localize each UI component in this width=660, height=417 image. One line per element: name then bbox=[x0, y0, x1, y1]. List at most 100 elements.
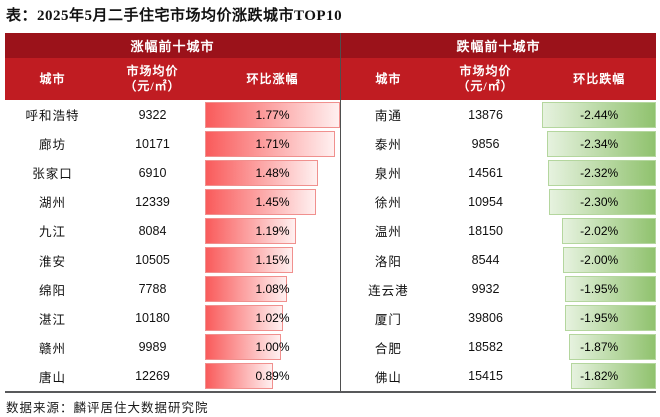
price-cell: 10180 bbox=[135, 311, 170, 326]
table-row: 厦门 39806 -1.95% bbox=[341, 304, 657, 333]
price-cell: 39806 bbox=[468, 311, 503, 326]
price-cell: 8544 bbox=[471, 253, 500, 268]
price-cell: 6910 bbox=[138, 165, 167, 180]
city-cell: 南通 bbox=[374, 109, 402, 124]
column-spacer bbox=[535, 58, 542, 100]
change-bar bbox=[547, 159, 657, 186]
change-bar bbox=[205, 334, 282, 361]
change-label: -1.95% bbox=[580, 311, 619, 326]
city-cell: 绵阳 bbox=[38, 283, 66, 298]
price-cell: 10171 bbox=[135, 136, 170, 151]
change-bar bbox=[565, 276, 657, 303]
price-cell: 10505 bbox=[135, 253, 170, 268]
price-cell: 10954 bbox=[468, 194, 503, 209]
change-label: 1.77% bbox=[255, 107, 290, 122]
change-label: 1.19% bbox=[255, 223, 290, 238]
table-row: 湛江 10180 1.02% bbox=[5, 304, 340, 333]
change-bar bbox=[548, 188, 657, 215]
decliners-group-header: 跌幅前十城市 bbox=[341, 33, 656, 58]
change-label: 1.48% bbox=[255, 165, 290, 180]
page-title: 表：2025年5月二手住宅市场均价涨跌城市TOP10 bbox=[6, 8, 343, 24]
data-source: 数据来源：麟评居住大数据研究院 bbox=[6, 401, 209, 415]
price-cell: 15415 bbox=[468, 369, 503, 384]
price-cell: 9856 bbox=[471, 136, 500, 151]
change-cell: -2.02% bbox=[542, 217, 657, 244]
price-cell: 9322 bbox=[138, 107, 167, 122]
change-label: 1.08% bbox=[255, 282, 290, 297]
table-row: 泰州 9856 -2.34% bbox=[341, 129, 657, 158]
city-cell: 赣州 bbox=[38, 341, 66, 356]
change-cell: 1.02% bbox=[205, 305, 340, 332]
table-row: 连云港 9932 -1.95% bbox=[341, 275, 657, 304]
table-row: 泉州 14561 -2.32% bbox=[341, 158, 657, 187]
col-header-price: 市场均价 （元/㎡） bbox=[124, 64, 181, 93]
change-label: 0.89% bbox=[255, 369, 290, 384]
city-cell: 湛江 bbox=[38, 312, 66, 327]
table-row: 淮安 10505 1.15% bbox=[5, 245, 340, 274]
table-row: 温州 18150 -2.02% bbox=[341, 216, 657, 245]
col-header-city: 城市 bbox=[39, 71, 66, 86]
change-cell: 1.08% bbox=[205, 276, 340, 303]
change-label: 1.45% bbox=[255, 194, 290, 209]
change-label: -2.34% bbox=[580, 136, 619, 151]
change-bar bbox=[547, 130, 657, 157]
col-header-price: 市场均价 （元/㎡） bbox=[457, 64, 514, 93]
change-cell: -1.87% bbox=[542, 334, 657, 361]
change-cell: -2.44% bbox=[542, 101, 657, 128]
change-cell: 1.15% bbox=[205, 247, 340, 274]
change-cell: 1.77% bbox=[205, 101, 340, 128]
change-bar bbox=[205, 305, 283, 332]
rows: 呼和浩特 9322 1.77% 廊坊 10171 1.71% bbox=[5, 100, 340, 391]
change-cell: -2.34% bbox=[542, 130, 657, 157]
change-cell: -1.82% bbox=[542, 363, 657, 390]
table-row: 赣州 9989 1.00% bbox=[5, 333, 340, 362]
table-row: 张家口 6910 1.48% bbox=[5, 158, 340, 187]
table-row: 合肥 18582 -1.87% bbox=[341, 333, 657, 362]
change-bar bbox=[565, 305, 657, 332]
price-cell: 18582 bbox=[468, 340, 503, 355]
change-cell: -1.95% bbox=[542, 276, 657, 303]
change-cell: 1.71% bbox=[205, 130, 340, 157]
change-bar bbox=[205, 363, 273, 390]
change-label: -2.32% bbox=[580, 165, 619, 180]
price-cell: 12339 bbox=[135, 194, 170, 209]
change-label: 1.71% bbox=[255, 136, 290, 151]
change-label: 1.02% bbox=[255, 311, 290, 326]
change-bar bbox=[561, 217, 657, 244]
price-cell: 14561 bbox=[468, 165, 503, 180]
change-bar bbox=[205, 130, 336, 157]
rows: 南通 13876 -2.44% 泰州 9856 -2.34% bbox=[341, 100, 657, 391]
change-label: -2.44% bbox=[580, 107, 619, 122]
price-cell: 9989 bbox=[138, 340, 167, 355]
change-label: -1.95% bbox=[580, 282, 619, 297]
change-label: -2.00% bbox=[580, 253, 619, 268]
change-label: -2.02% bbox=[580, 223, 619, 238]
city-cell: 唐山 bbox=[38, 370, 66, 385]
table-row: 湖州 12339 1.45% bbox=[5, 187, 340, 216]
city-cell: 泉州 bbox=[374, 167, 402, 182]
change-cell: -2.00% bbox=[542, 247, 657, 274]
change-cell: 1.19% bbox=[205, 217, 340, 244]
city-cell: 九江 bbox=[38, 225, 66, 240]
city-cell: 合肥 bbox=[374, 341, 402, 356]
price-cell: 12269 bbox=[135, 369, 170, 384]
table-row: 绵阳 7788 1.08% bbox=[5, 275, 340, 304]
city-cell: 淮安 bbox=[38, 254, 66, 269]
price-cell: 13876 bbox=[468, 107, 503, 122]
change-bar bbox=[205, 188, 316, 215]
price-cell: 18150 bbox=[468, 223, 503, 238]
price-cell: 8084 bbox=[138, 223, 167, 238]
city-cell: 呼和浩特 bbox=[25, 109, 80, 124]
city-cell: 连云港 bbox=[368, 283, 409, 298]
change-bar bbox=[205, 247, 293, 274]
change-cell: 1.45% bbox=[205, 188, 340, 215]
change-bar bbox=[571, 363, 657, 390]
decliners-column-headers: 城市 市场均价 （元/㎡） 环比跌幅 bbox=[341, 58, 656, 100]
change-cell: 0.89% bbox=[205, 363, 340, 390]
table-row: 南通 13876 -2.44% bbox=[341, 100, 657, 129]
city-cell: 湖州 bbox=[38, 196, 66, 211]
change-cell: -2.32% bbox=[542, 159, 657, 186]
city-cell: 佛山 bbox=[374, 370, 402, 385]
table-row: 廊坊 10171 1.71% bbox=[5, 129, 340, 158]
